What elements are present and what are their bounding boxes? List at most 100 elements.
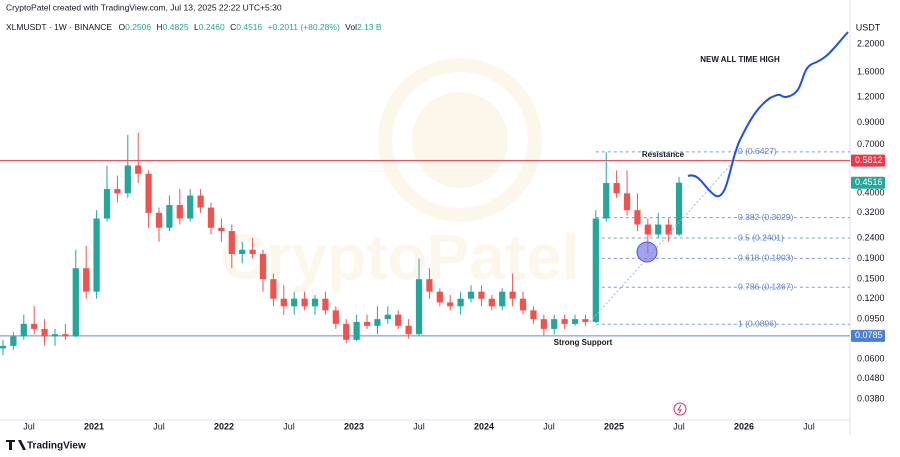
candle-body bbox=[20, 323, 27, 337]
y-tick-label: 1.6000 bbox=[857, 66, 885, 76]
candle-body bbox=[353, 321, 360, 340]
plot-area: Resistance Strong Support 0 (0.6427) 0.382 … bbox=[0, 132, 850, 356]
x-tick-label: Jul bbox=[23, 421, 35, 431]
candle-body bbox=[415, 279, 423, 335]
resistance-label: Resistance bbox=[642, 150, 685, 159]
price-tag bbox=[851, 154, 885, 167]
candle-body bbox=[155, 212, 163, 228]
y-tick-label: 0.0380 bbox=[857, 394, 885, 404]
x-tick-label: 2025 bbox=[604, 421, 624, 431]
candle-body bbox=[530, 310, 537, 320]
y-tick-label: 1.2000 bbox=[857, 92, 885, 102]
ohlc-key: H bbox=[156, 22, 162, 32]
ohlc-value: 0.2506 bbox=[125, 22, 151, 32]
candle-body bbox=[249, 249, 256, 254]
price-tag bbox=[851, 329, 885, 342]
x-tick-label: Jul bbox=[673, 421, 685, 431]
projection-path bbox=[687, 31, 849, 198]
x-tick-label: 2024 bbox=[474, 421, 494, 431]
candle-body bbox=[114, 189, 121, 194]
candle-body bbox=[31, 323, 38, 329]
y-tick-label: 0.1200 bbox=[857, 293, 885, 303]
candle-body bbox=[0, 345, 7, 349]
candle-body bbox=[436, 291, 443, 303]
candle-body bbox=[613, 183, 620, 194]
change: +0.2011 (+80.28%) bbox=[268, 22, 340, 32]
candle-body bbox=[197, 195, 204, 208]
candle-body bbox=[176, 205, 183, 219]
candle-body bbox=[124, 165, 131, 194]
candle-body bbox=[582, 319, 589, 322]
credit: CryptoPatel created with TradingView.com… bbox=[6, 2, 282, 12]
highlight-circle bbox=[636, 241, 658, 263]
y-tick-label: 2.2000 bbox=[857, 39, 885, 49]
y-tick-label: 0.2400 bbox=[857, 232, 885, 242]
y-tick-label: 0.0950 bbox=[857, 314, 885, 324]
candle-body bbox=[509, 291, 516, 299]
candle-body bbox=[395, 314, 402, 326]
x-tick-label: Jul bbox=[153, 421, 165, 431]
candle-body bbox=[51, 334, 59, 337]
x-tick-label: Jul bbox=[283, 421, 295, 431]
fib-label: 1 (0.0896) bbox=[738, 319, 777, 329]
candle-body bbox=[447, 302, 454, 307]
candle-body bbox=[187, 195, 194, 219]
candle-body bbox=[343, 323, 350, 340]
candle-body bbox=[519, 298, 527, 311]
candle-body bbox=[291, 298, 298, 307]
candle-body bbox=[384, 314, 391, 320]
ohlc-key: C bbox=[230, 22, 236, 32]
y-tick-label: 0.0480 bbox=[857, 373, 885, 383]
candle-body bbox=[540, 319, 547, 329]
watermark-logo bbox=[378, 58, 542, 222]
fib-label: 0 (0.6427) bbox=[738, 146, 777, 156]
x-tick-label: 2021 bbox=[84, 421, 104, 431]
y-tick-label: 0.1500 bbox=[857, 274, 885, 284]
candle-body bbox=[93, 218, 100, 292]
candle-body bbox=[239, 249, 246, 254]
candle-body bbox=[623, 193, 631, 211]
candle-body bbox=[499, 291, 506, 307]
y-tick-label: 0.0600 bbox=[857, 354, 885, 364]
ohlc-key: O bbox=[118, 22, 125, 32]
candle-body bbox=[166, 205, 173, 228]
candle-body bbox=[426, 279, 433, 292]
ohlc-value: 0.4825 bbox=[163, 22, 189, 32]
y-tick-label: 0.9000 bbox=[857, 117, 885, 127]
candle-body bbox=[405, 325, 412, 335]
candle-body bbox=[207, 207, 215, 228]
candle-body bbox=[665, 224, 672, 235]
candle-body bbox=[259, 253, 267, 280]
candle-body bbox=[103, 189, 111, 219]
candle-body bbox=[571, 319, 579, 324]
candle-body bbox=[322, 298, 329, 311]
fib-label: 0.5 (0.2401) bbox=[738, 232, 784, 242]
brand: TradingView bbox=[27, 441, 86, 452]
volume-key: Vol bbox=[345, 22, 357, 32]
watermark: CryptoPatel bbox=[220, 221, 579, 293]
y-tick-label: 0.7000 bbox=[857, 139, 885, 149]
price-tag bbox=[851, 176, 885, 189]
x-tick-label: 2023 bbox=[344, 421, 364, 431]
candle-body bbox=[478, 291, 485, 299]
fib-label: 0.382 (0.3029) bbox=[738, 212, 793, 222]
event-icon bbox=[673, 402, 687, 416]
ohlc-key: L bbox=[194, 22, 199, 32]
ohlc-value: 0.4516 bbox=[236, 22, 262, 32]
price-tag-label: 0.4516 bbox=[855, 177, 883, 187]
candle-body bbox=[592, 218, 599, 322]
candle-body bbox=[72, 268, 79, 337]
fib-label: 0.618 (0.1903) bbox=[738, 253, 793, 263]
y-tick-label: 0.4000 bbox=[857, 188, 885, 198]
fib-label: 0.786 (0.1367) bbox=[738, 282, 793, 292]
candle-body bbox=[62, 334, 69, 337]
candle-body bbox=[603, 183, 610, 219]
x-tick-label: Jul bbox=[543, 421, 555, 431]
candle-body bbox=[634, 210, 641, 225]
symbol: XLMUSDT · 1W · BINANCE bbox=[6, 22, 112, 32]
volume: 2.13 B bbox=[357, 22, 382, 32]
support-label: Strong Support bbox=[554, 338, 613, 347]
x-tick-label: Jul bbox=[803, 421, 815, 431]
